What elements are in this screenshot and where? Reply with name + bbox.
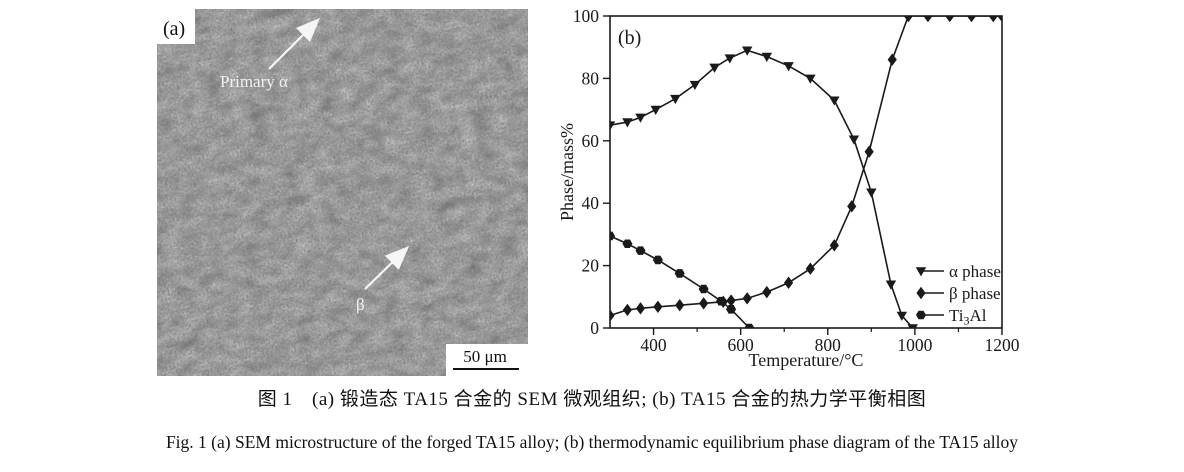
- y-axis-label: Phase/mass%: [557, 123, 577, 221]
- phase-chart: 400 600 800 1000 1200 0 20 40 60 80 100 α phase β ph…: [557, 6, 1020, 370]
- panel-a-tag: (a): [163, 18, 185, 40]
- legend-item-1: β phase: [916, 284, 1001, 303]
- x-tick-label: 1200: [985, 335, 1020, 355]
- x-tick-label: 600: [728, 335, 755, 355]
- series-2: [610, 231, 755, 328]
- legend-item-2: Ti3Al: [916, 306, 987, 328]
- caption-english: Fig. 1 (a) SEM microstructure of the for…: [165, 432, 1019, 452]
- y-tick-label: 100: [573, 6, 600, 26]
- y-tick-label: 0: [590, 318, 599, 338]
- series-0: [610, 46, 918, 328]
- x-tick-label: 800: [815, 335, 842, 355]
- caption-chinese: 图 1 (a) 锻造态 TA15 合金的 SEM 微观组织; (b) TA15 …: [257, 389, 927, 410]
- legend-label: α phase: [949, 262, 1001, 281]
- legend-label: Ti3Al: [949, 306, 987, 328]
- x-tick-label: 1000: [897, 335, 932, 355]
- scale-bar-box: [446, 344, 528, 376]
- series-1: [610, 16, 1002, 322]
- panel-b-tag: (b): [618, 27, 641, 49]
- x-axis-label: Temperature/°C: [749, 350, 864, 370]
- beta-arrow: [364, 245, 410, 290]
- sem-micrograph-panel: (a) Primary α β 50 μm: [157, 9, 528, 376]
- beta-label: β: [356, 295, 365, 314]
- primary-alpha-arrow: [268, 17, 321, 70]
- chart-generated: 400 600 800 1000 1200 0 20 40 60 80 100 α phase β ph…: [573, 6, 1020, 355]
- plot-border: [609, 15, 1003, 329]
- scale-bar-label: 50 μm: [463, 347, 507, 366]
- y-tick-label: 60: [582, 131, 600, 151]
- y-tick-label: 20: [582, 256, 600, 276]
- sem-texture: [157, 9, 528, 376]
- y-tick-label: 40: [582, 193, 600, 213]
- primary-alpha-label: Primary α: [220, 72, 288, 91]
- x-tick-label: 400: [640, 335, 667, 355]
- legend-item-0: α phase: [915, 262, 1001, 281]
- y-tick-label: 80: [582, 68, 600, 88]
- panel-a-tag-box: [157, 9, 195, 44]
- legend-label: β phase: [949, 284, 1001, 303]
